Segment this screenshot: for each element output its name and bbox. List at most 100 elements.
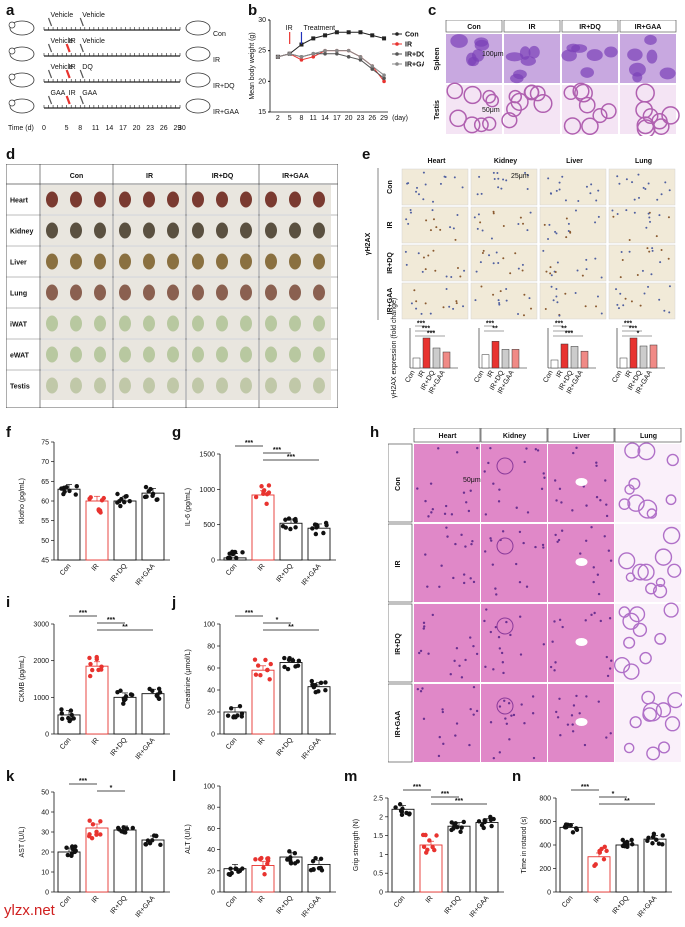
sig-label: *** [79,778,87,785]
nucleus [416,687,420,691]
nucleus [558,188,561,191]
data-point [116,825,121,831]
nucleus [651,247,654,250]
nucleus [542,472,545,475]
nucleus [585,268,588,271]
he-image [414,444,480,522]
nucleus [450,276,453,279]
nucleus [497,500,501,503]
data-point [94,654,99,660]
data-point [630,842,635,847]
nucleus [469,489,472,492]
nucleus [505,722,509,725]
organ-specimen [192,191,204,208]
nucleus [555,189,558,192]
data-point [476,819,482,824]
organ-specimen [119,346,131,363]
data-point [316,689,321,694]
organ-specimen [143,284,155,301]
data-point [98,832,103,837]
nucleus [456,266,459,269]
organ-specimen [289,253,301,270]
data-point [601,857,607,862]
x-tick-label: IR [91,895,101,905]
organ-specimen [70,191,82,208]
column-header: Con [70,173,84,180]
alveolus [655,577,666,588]
tissue-follicle [580,67,594,78]
chart-g-il6: 0 500 1000 1500 IL-6 (pg/mL) Con IR IR+DQ IR+GAA… [180,428,350,590]
data-point [101,495,106,501]
nucleus [531,712,535,715]
nucleus [505,179,508,182]
organ-specimen [240,191,252,208]
nucleus [443,512,447,516]
nucleus [453,659,456,663]
tissue-follicle [571,44,588,53]
nucleus [611,209,614,212]
row-label: Testis [10,384,30,391]
glomerulus [496,537,514,555]
nucleus [605,514,609,518]
y-tick-label: 1 [379,852,383,859]
nucleus [555,499,558,502]
data-point [629,837,634,843]
nucleus [422,627,425,630]
tissue-follicle [561,49,577,62]
nucleus [479,221,482,224]
nucleus [559,733,562,737]
time-tick-label: 26 [160,125,168,132]
nucleus [590,526,593,529]
data-point [150,493,155,499]
panel-label-m: m [344,768,358,785]
y-tick-label: 80 [207,805,215,812]
tubule [636,116,655,135]
nucleus [561,175,564,178]
x-tick-label: IR+DQ [275,736,295,757]
data-point [311,55,316,59]
ckmb-bar-chart: 0 1000 2000 3000 CKMB (pg/mL) Con IR IR+DQ IR+GA… [19,610,170,761]
nucleus [667,216,670,219]
nucleus [633,198,636,201]
nucleus [567,230,570,233]
nucleus [555,232,558,235]
nucleus [607,549,611,552]
nucleus [534,448,538,451]
data-point [240,550,245,555]
nucleus [497,635,501,639]
panel-label-c: c [428,2,437,19]
nucleus [507,702,511,705]
data-point [122,499,127,505]
nucleus [560,529,564,532]
nucleus [472,713,475,716]
y-tick-label: 0 [379,890,383,897]
y-tick-label: 1.5 [373,833,383,840]
data-point [268,661,273,667]
nucleus [509,633,512,637]
nucleus [462,491,466,494]
sig-label: ** [624,798,630,805]
y-tick-label: 0 [211,558,215,565]
nucleus [498,647,502,650]
nucleus [531,695,535,698]
syringe-icon [79,69,84,79]
nucleus [554,661,557,664]
nucleus [600,276,603,279]
nucleus [410,302,413,305]
nucleus [425,219,428,222]
injection-label: Vehicle [82,12,105,19]
alveolus [663,602,679,618]
nucleus [518,615,522,618]
data-point [407,812,412,817]
bar [251,669,275,735]
data-point [239,711,245,716]
nucleus [485,608,488,611]
data-point [574,827,580,833]
data-point [253,494,259,500]
data-point [397,802,403,807]
organ-specimen [46,253,58,270]
nucleus [497,299,500,302]
organ-specimen [143,222,155,239]
scale-bar-label: 50μm [482,107,500,114]
